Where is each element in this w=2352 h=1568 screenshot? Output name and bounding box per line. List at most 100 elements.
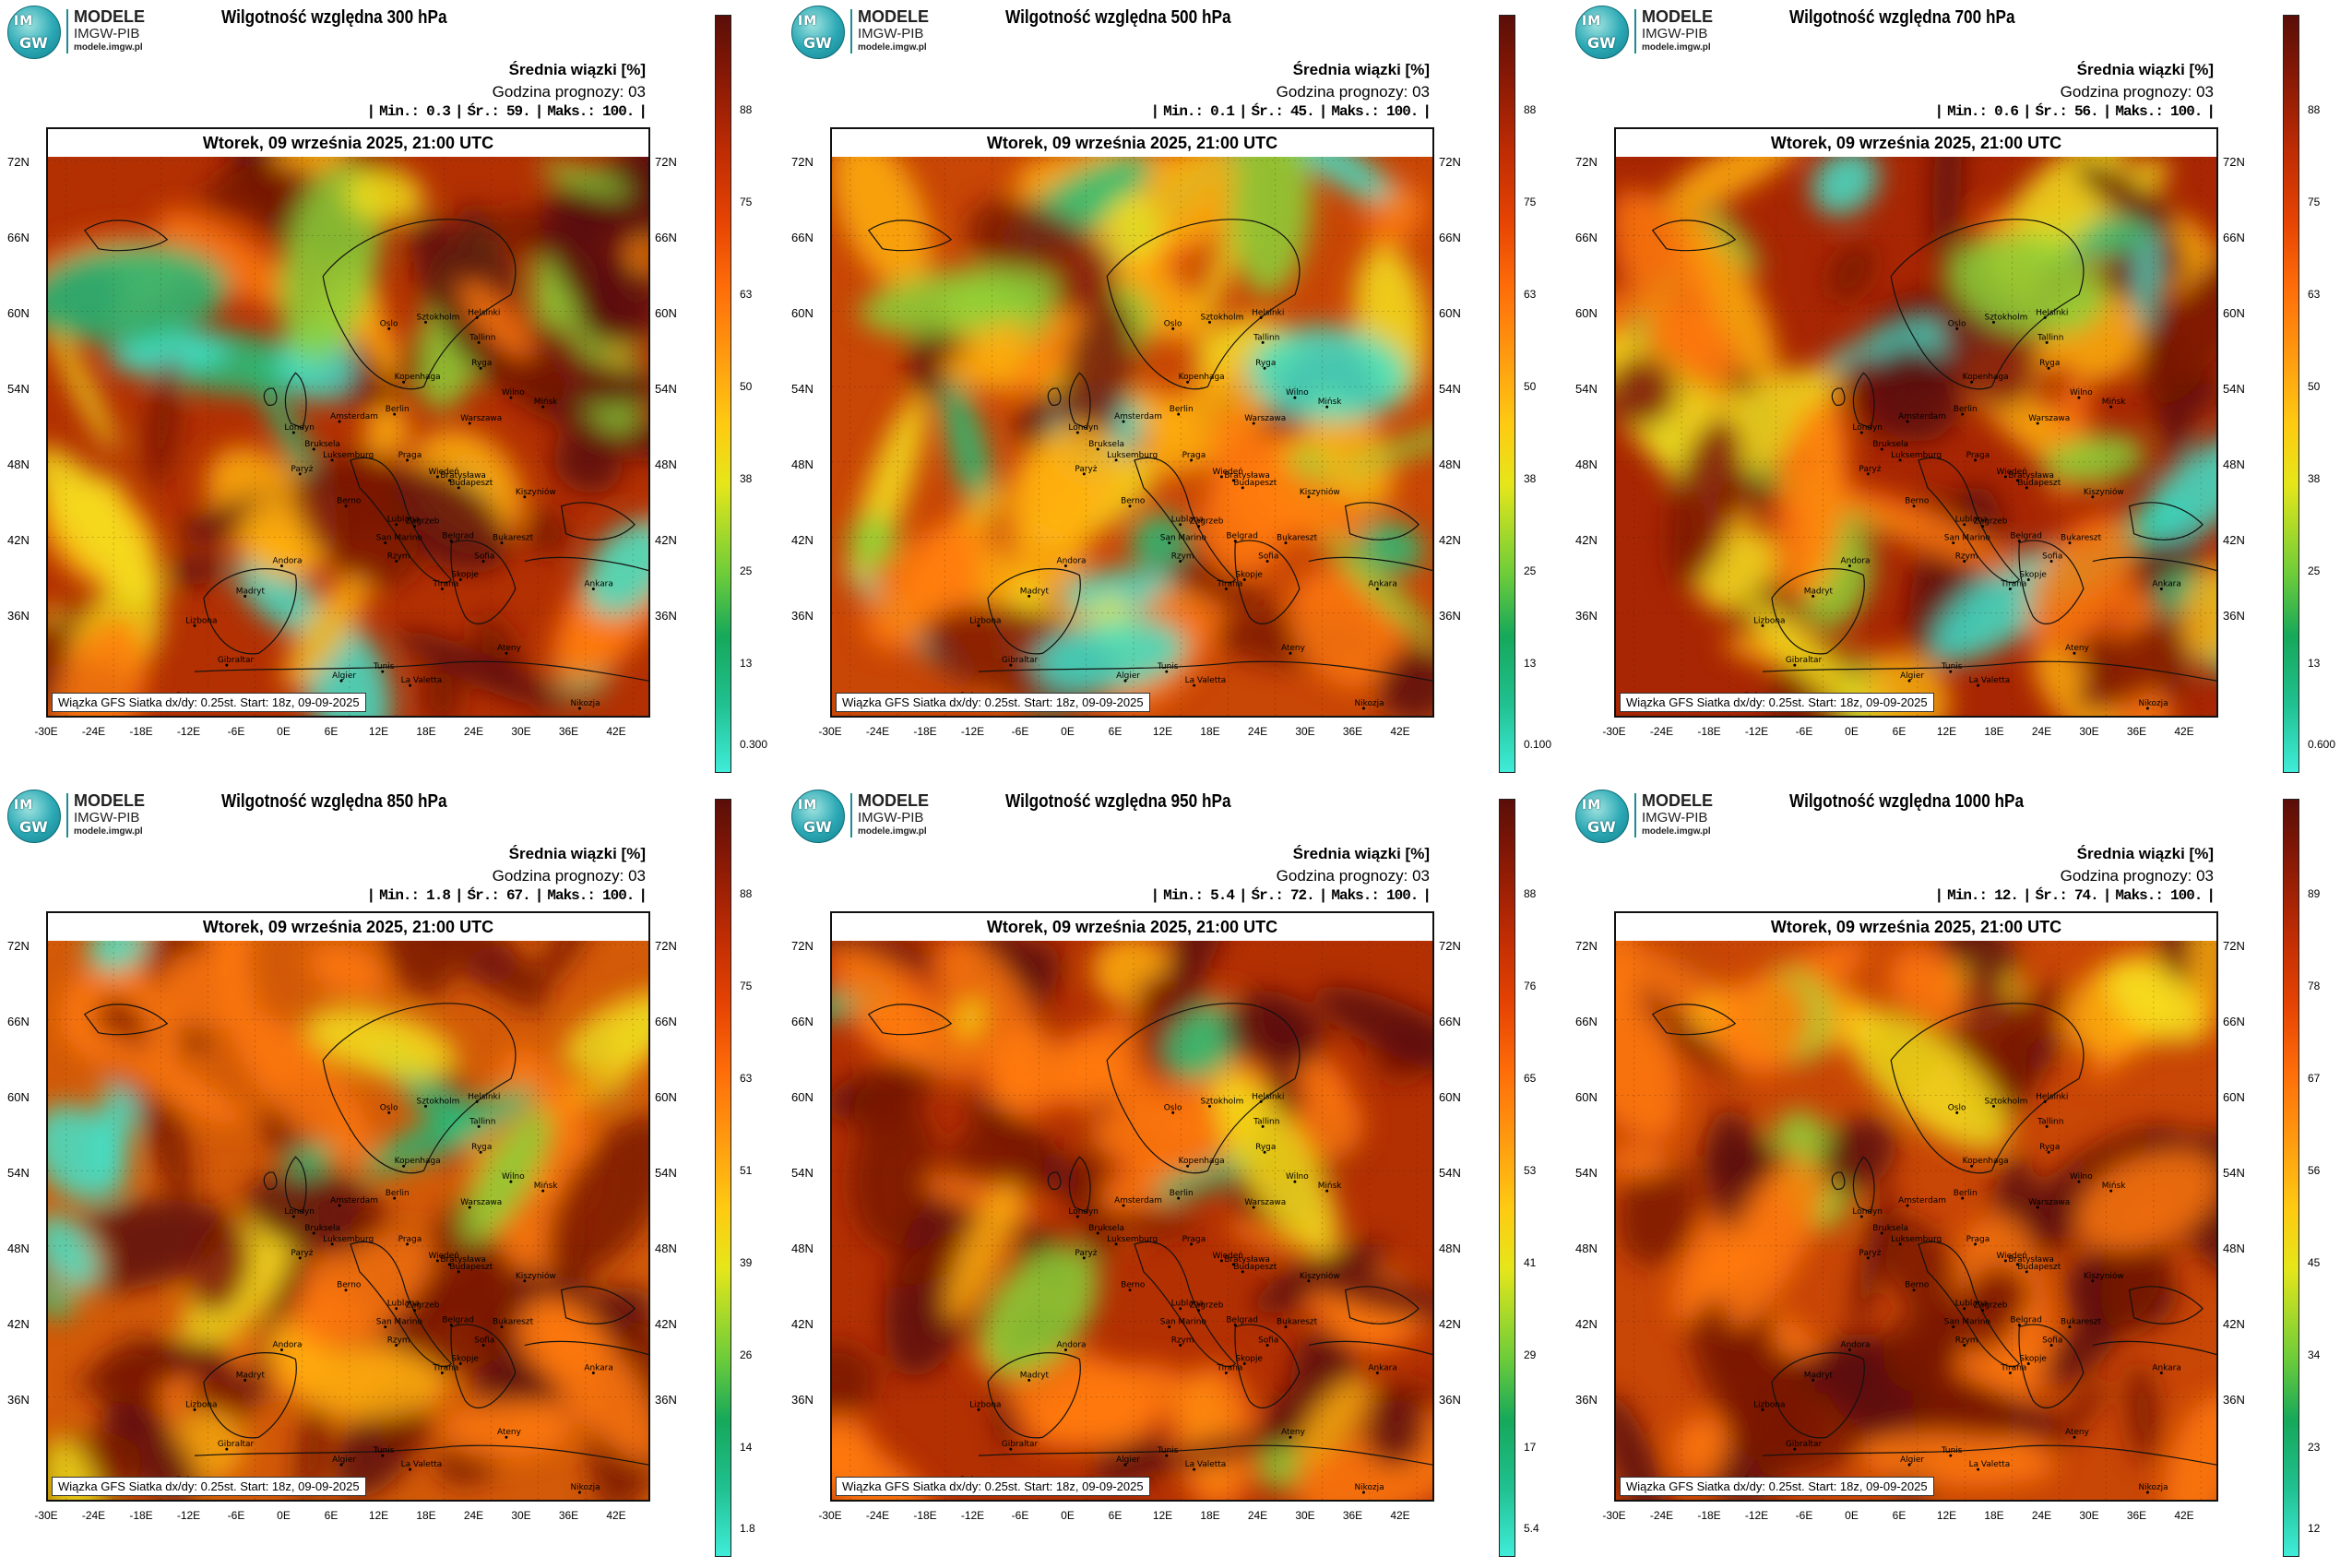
city-marker <box>1171 1111 1175 1114</box>
city-label: Lizbona <box>1753 1400 1785 1409</box>
humidity-blob <box>2134 232 2157 329</box>
coastline <box>1852 372 1875 429</box>
city-marker <box>423 1104 427 1108</box>
city-marker <box>1263 1150 1266 1154</box>
city-label: Lizbona <box>1753 616 1785 625</box>
panel-title: Wilgotność względna 850 hPa <box>221 791 447 812</box>
city-label: Ateny <box>1281 644 1306 653</box>
colorbar-tick: 13 <box>1524 657 1537 670</box>
city-label: Tallinn <box>1253 333 1279 342</box>
colorbar-tick: 50 <box>740 380 753 393</box>
city-marker <box>1063 564 1067 568</box>
city-marker <box>2045 1124 2049 1128</box>
lon-label: 6E <box>1892 1509 1907 1522</box>
city-marker <box>1231 1263 1235 1266</box>
lat-label: 60N <box>791 306 814 320</box>
coastline <box>2128 1286 2204 1324</box>
city-label: Oslo <box>1164 319 1182 328</box>
humidity-blob <box>1726 1366 1824 1464</box>
coastline <box>1047 387 1062 406</box>
colorbar-tick: 67 <box>2308 1072 2321 1085</box>
city-label: Berno <box>337 497 361 506</box>
humidity-blob <box>982 1027 1060 1106</box>
humidity-field: Oslo Sztokholm Helsinki Tallinn Ryga Kopenhag… <box>48 941 648 1500</box>
lon-axis: -30E -24E -18E -12E -6E 0E 6E 12E 18E 24E 30E 36E 42… <box>34 725 650 743</box>
stats-sep: | <box>366 103 376 120</box>
city-label: La Valetta <box>401 676 443 685</box>
humidity-blob <box>1705 205 1761 274</box>
coastline <box>1308 1340 1432 1356</box>
city-label: Sztokholm <box>1985 1097 2028 1106</box>
city-marker <box>1970 380 1974 384</box>
city-marker <box>541 405 545 409</box>
city-label: Paryż <box>1859 1249 1881 1258</box>
humidity-blob <box>190 1220 252 1315</box>
humidity-blob <box>293 459 420 588</box>
humidity-blob <box>848 514 897 569</box>
city-marker <box>591 587 595 590</box>
city-label: Algier <box>1116 1455 1140 1465</box>
stats-sep: | <box>1934 887 1944 904</box>
lon-label: 12E <box>368 725 389 738</box>
city-label: Skopje <box>451 1354 479 1363</box>
city-label: Ankara <box>1368 579 1396 588</box>
city-marker <box>384 541 387 545</box>
city-marker <box>279 564 283 568</box>
city-label: San Marino <box>1160 534 1206 543</box>
lon-label: -6E <box>1011 1509 1029 1522</box>
lon-label: 18E <box>1984 725 2004 738</box>
city-marker <box>477 1124 481 1128</box>
city-marker <box>2015 1263 2019 1266</box>
city-label: Helsinki <box>468 1092 500 1101</box>
lat-label: 66N <box>791 1015 814 1028</box>
coastline <box>987 568 1081 655</box>
colorbar-tick: 50 <box>1524 380 1537 393</box>
humidity-blob <box>2143 431 2216 542</box>
city-label: Madryt <box>1804 587 1834 596</box>
legend-info: Średnia wiązki [%] Godzina prognozy: 03 <box>493 59 646 103</box>
city-marker <box>1307 1279 1311 1283</box>
lat-label: 42N <box>1575 1317 1598 1331</box>
city-marker <box>1977 1467 1980 1471</box>
humidity-blob <box>48 445 164 605</box>
city-marker <box>505 1435 508 1439</box>
city-marker <box>1186 1164 1190 1168</box>
city-label: Lizbona <box>185 616 217 625</box>
city-marker <box>1325 1189 1329 1193</box>
lat-label: 42N <box>791 533 814 547</box>
city-marker <box>1168 1325 1171 1329</box>
stats-val: 100. <box>1385 103 1419 120</box>
city-label: Nikozja <box>571 699 600 708</box>
stats-val: 100. <box>601 103 635 120</box>
stats-val: 72. <box>1289 887 1315 904</box>
city-label: Gibraltar <box>1002 1440 1039 1449</box>
stats-val: 100. <box>1385 887 1419 904</box>
stats-val: 12. <box>1994 887 2019 904</box>
city-marker <box>591 1371 595 1374</box>
stats-sep: | <box>2022 887 2032 904</box>
city-label: Warszawa <box>1244 414 1286 423</box>
city-label: Bratysława <box>1224 1255 1269 1265</box>
city-marker <box>395 523 398 527</box>
city-label: Tunis <box>1941 1446 1963 1455</box>
city-label: Budapeszt <box>1233 1263 1277 1272</box>
city-marker <box>1952 1325 1955 1329</box>
city-marker <box>1193 1467 1196 1471</box>
city-label: Belgrad <box>442 532 474 541</box>
humidity-blob <box>1616 1392 1668 1500</box>
humidity-blob <box>2106 960 2204 1043</box>
city-label: Oslo <box>1948 1103 1966 1112</box>
lat-label: 54N <box>2223 382 2245 396</box>
city-marker <box>1974 458 1978 462</box>
city-label: Skopje <box>2019 570 2047 579</box>
colorbar-tick: 0.300 <box>740 738 768 751</box>
lon-label: 42E <box>2174 1509 2194 1522</box>
city-label: Wiedeń <box>1212 468 1242 477</box>
city-marker <box>481 560 485 564</box>
coastline <box>450 540 517 624</box>
lon-label: 0E <box>1845 725 1859 738</box>
city-marker <box>395 1307 398 1311</box>
city-marker <box>1177 1196 1181 1200</box>
stats-lbl: Maks.: <box>1331 887 1380 904</box>
lat-label: 66N <box>7 1015 30 1028</box>
